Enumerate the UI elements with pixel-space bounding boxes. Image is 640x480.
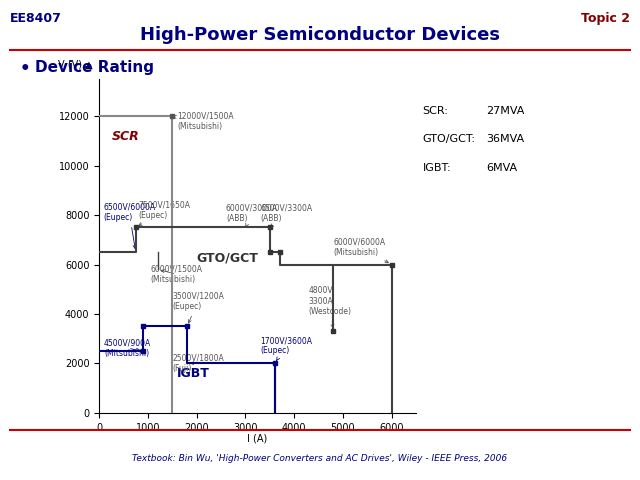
Text: IGBT: IGBT (177, 367, 210, 380)
Text: 6500V/3300A
(ABB): 6500V/3300A (ABB) (260, 204, 312, 227)
Text: Textbook: Bin Wu, 'High-Power Converters and AC Drives', Wiley - IEEE Press, 200: Textbook: Bin Wu, 'High-Power Converters… (132, 454, 508, 463)
Text: GTO/GCT:: GTO/GCT: (422, 134, 476, 144)
X-axis label: I (A): I (A) (248, 434, 268, 444)
Text: 4800V
3300A
(Westcode): 4800V 3300A (Westcode) (308, 286, 352, 327)
Text: 3500V/1200A
(Eupec): 3500V/1200A (Eupec) (172, 292, 224, 323)
Text: V (V) ▲: V (V) ▲ (58, 59, 93, 69)
Text: SCR:: SCR: (422, 106, 448, 116)
Text: 4500V/900A
(Mitsubishi): 4500V/900A (Mitsubishi) (104, 338, 151, 358)
Text: 12000V/1500A
(Mitsubishi): 12000V/1500A (Mitsubishi) (173, 111, 234, 131)
Text: EE8407: EE8407 (10, 12, 61, 25)
Text: 1700V/3600A
(Eupec): 1700V/3600A (Eupec) (260, 336, 312, 360)
Text: 27MVA: 27MVA (486, 106, 525, 116)
Text: 6MVA: 6MVA (486, 163, 518, 173)
Text: 6500V/6000A
(Eupec): 6500V/6000A (Eupec) (103, 203, 156, 249)
Text: 6000V/3000A
(ABB): 6000V/3000A (ABB) (226, 204, 278, 227)
Text: IGBT:: IGBT: (422, 163, 451, 173)
Text: Device Rating: Device Rating (35, 60, 154, 75)
Text: Topic 2: Topic 2 (581, 12, 630, 25)
Text: 36MVA: 36MVA (486, 134, 525, 144)
Text: 6000V/1500A
(Mitsubishi): 6000V/1500A (Mitsubishi) (150, 264, 202, 284)
Text: 6000V/6000A
(Mitsubishi): 6000V/6000A (Mitsubishi) (333, 237, 388, 263)
Text: •: • (19, 60, 30, 78)
Text: GTO/GCT: GTO/GCT (196, 252, 259, 265)
Text: High-Power Semiconductor Devices: High-Power Semiconductor Devices (140, 26, 500, 45)
Text: SCR: SCR (111, 130, 139, 143)
Text: 7500V/1650A
(Eupec): 7500V/1650A (Eupec) (138, 200, 190, 226)
Text: 2500V/1800A
(Fuji): 2500V/1800A (Fuji) (172, 353, 224, 373)
